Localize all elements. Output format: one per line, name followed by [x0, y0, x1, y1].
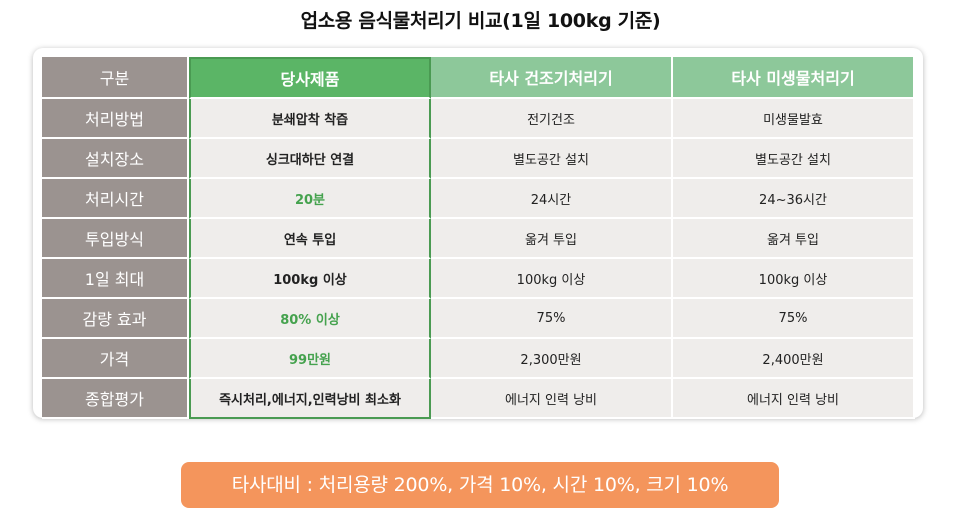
competitor-microbial-cell: 2,400만원 [673, 339, 915, 379]
competitor-dryer-cell: 전기건조 [431, 99, 673, 139]
row-label: 감량 효과 [42, 299, 189, 339]
competitor-dryer-cell: 75% [431, 299, 673, 339]
table-row: 종합평가 즉시처리,에너지,인력낭비 최소화 에너지 인력 낭비 에너지 인력 낭비 [42, 379, 915, 419]
competitor-dryer-cell: 24시간 [431, 179, 673, 219]
page-title: 업소용 음식물처리기 비교(1일 100kg 기준) [300, 10, 661, 32]
competitor-microbial-cell: 미생물발효 [673, 99, 915, 139]
competitor-microbial-cell: 24~36시간 [673, 179, 915, 219]
our-product-cell: 20분 [189, 179, 431, 219]
summary-banner: 타사대비 : 처리용량 200%, 가격 10%, 시간 10%, 크기 10% [181, 462, 779, 508]
competitor-dryer-cell: 옮겨 투입 [431, 219, 673, 259]
competitor-dryer-cell: 2,300만원 [431, 339, 673, 379]
comparison-table: 구분 당사제품 타사 건조기처리기 타사 미생물처리기 처리방법 분쇄압착 착즙 전… [42, 57, 915, 419]
header-competitor-microbial: 타사 미생물처리기 [673, 57, 915, 99]
our-product-cell: 99만원 [189, 339, 431, 379]
competitor-microbial-cell: 에너지 인력 낭비 [673, 379, 915, 419]
competitor-dryer-cell: 별도공간 설치 [431, 139, 673, 179]
competitor-microbial-cell: 옮겨 투입 [673, 219, 915, 259]
row-label: 처리방법 [42, 99, 189, 139]
our-product-cell: 분쇄압착 착즙 [189, 99, 431, 139]
table-row: 감량 효과 80% 이상 75% 75% [42, 299, 915, 339]
row-label: 종합평가 [42, 379, 189, 419]
row-label: 처리시간 [42, 179, 189, 219]
table-row: 처리시간 20분 24시간 24~36시간 [42, 179, 915, 219]
row-label: 투입방식 [42, 219, 189, 259]
competitor-microbial-cell: 75% [673, 299, 915, 339]
competitor-microbial-cell: 별도공간 설치 [673, 139, 915, 179]
table-row: 처리방법 분쇄압착 착즙 전기건조 미생물발효 [42, 99, 915, 139]
table-header-row: 구분 당사제품 타사 건조기처리기 타사 미생물처리기 [42, 57, 915, 99]
row-label: 1일 최대 [42, 259, 189, 299]
header-competitor-dryer: 타사 건조기처리기 [431, 57, 673, 99]
row-label: 설치장소 [42, 139, 189, 179]
header-category: 구분 [42, 57, 189, 99]
our-product-cell: 100kg 이상 [189, 259, 431, 299]
table-row: 가격 99만원 2,300만원 2,400만원 [42, 339, 915, 379]
table-row: 설치장소 싱크대하단 연결 별도공간 설치 별도공간 설치 [42, 139, 915, 179]
table-row: 1일 최대 100kg 이상 100kg 이상 100kg 이상 [42, 259, 915, 299]
table-row: 투입방식 연속 투입 옮겨 투입 옮겨 투입 [42, 219, 915, 259]
competitor-microbial-cell: 100kg 이상 [673, 259, 915, 299]
competitor-dryer-cell: 100kg 이상 [431, 259, 673, 299]
our-product-cell: 80% 이상 [189, 299, 431, 339]
our-product-cell: 싱크대하단 연결 [189, 139, 431, 179]
header-our-product: 당사제품 [189, 57, 431, 99]
our-product-cell: 연속 투입 [189, 219, 431, 259]
row-label: 가격 [42, 339, 189, 379]
our-product-cell: 즉시처리,에너지,인력낭비 최소화 [189, 379, 431, 419]
competitor-dryer-cell: 에너지 인력 낭비 [431, 379, 673, 419]
